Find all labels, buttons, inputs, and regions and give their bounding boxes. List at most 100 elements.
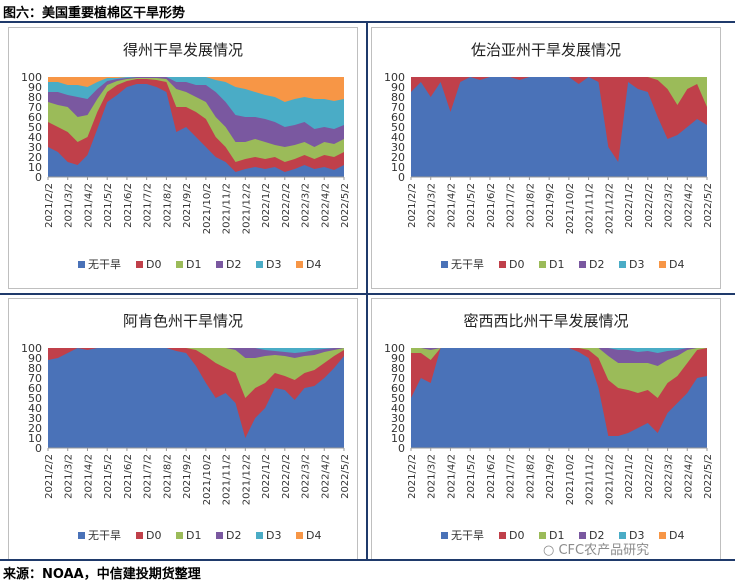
x-tick-label: 2022/3/2 — [301, 183, 312, 228]
x-tick-label: 2022/1/2 — [624, 454, 635, 499]
legend-swatch — [579, 261, 586, 268]
x-tick-label: 2021/10/2 — [565, 183, 576, 234]
x-tick-label: 2022/4/2 — [320, 183, 331, 228]
x-tick-label: 2021/5/2 — [103, 454, 114, 499]
legend-swatch — [176, 261, 183, 268]
x-tick-label: 2021/7/2 — [506, 183, 517, 228]
x-tick-label: 2021/4/2 — [446, 183, 457, 228]
bottom-rule — [0, 559, 735, 561]
legend-label: D1 — [549, 529, 564, 542]
y-tick-label: 100 — [384, 71, 405, 84]
x-tick-label: 2021/10/2 — [202, 454, 213, 505]
y-tick-label: 40 — [391, 131, 405, 144]
x-tick-label: 2022/2/2 — [644, 454, 655, 499]
y-tick-label: 90 — [391, 81, 405, 94]
y-tick-label: 10 — [28, 432, 42, 445]
y-tick-label: 30 — [28, 141, 42, 154]
legend-swatch — [441, 261, 448, 268]
legend-label: D2 — [589, 258, 604, 271]
legend-swatch — [78, 532, 85, 539]
x-tick-label: 2021/7/2 — [506, 454, 517, 499]
y-tick-label: 60 — [391, 111, 405, 124]
x-tick-label: 2022/3/2 — [664, 454, 675, 499]
legend-label: D4 — [669, 258, 684, 271]
y-tick-label: 70 — [391, 101, 405, 114]
y-tick-label: 40 — [391, 402, 405, 415]
x-tick-label: 2022/2/2 — [281, 454, 292, 499]
x-tick-label: 2021/5/2 — [103, 183, 114, 228]
y-tick-label: 80 — [391, 362, 405, 375]
panel-divider-vertical — [366, 23, 368, 559]
x-tick-label: 2021/12/2 — [604, 454, 615, 505]
x-tick-label: 2021/11/2 — [585, 454, 596, 505]
wechat-icon: ○ — [543, 543, 555, 558]
legend-label: D0 — [509, 529, 524, 542]
legend-label: D3 — [266, 258, 281, 271]
y-tick-label: 50 — [391, 392, 405, 405]
y-tick-label: 0 — [35, 171, 42, 184]
x-tick-label: 2021/6/2 — [486, 183, 497, 228]
y-tick-label: 60 — [391, 382, 405, 395]
y-tick-label: 90 — [28, 81, 42, 94]
legend-swatch — [499, 532, 506, 539]
y-tick-label: 90 — [28, 352, 42, 365]
x-tick-label: 2021/6/2 — [123, 183, 134, 228]
x-tick-label: 2022/1/2 — [261, 183, 272, 228]
x-tick-label: 2021/9/2 — [182, 454, 193, 499]
y-tick-label: 80 — [391, 91, 405, 104]
x-tick-label: 2021/11/2 — [222, 454, 233, 505]
legend-label: D0 — [509, 258, 524, 271]
chart-arkansas-drought: 阿肯色州干旱情况 0 10 20 30 40 50 60 70 80 90 100 2021/2/2 20… — [8, 298, 358, 560]
x-tick-label: 2021/6/2 — [486, 454, 497, 499]
legend-label: D4 — [306, 258, 321, 271]
x-tick-label: 2021/9/2 — [545, 183, 556, 228]
legend-label: 无干旱 — [451, 258, 484, 271]
x-tick-label: 2021/2/2 — [44, 183, 55, 228]
x-tick-label: 2022/2/2 — [281, 183, 292, 228]
y-tick-label: 40 — [28, 402, 42, 415]
x-tick-label: 2022/5/2 — [703, 183, 714, 228]
legend-swatch — [256, 532, 263, 539]
legend-label: D3 — [266, 529, 281, 542]
y-tick-label: 80 — [28, 362, 42, 375]
x-tick-label: 2022/3/2 — [664, 183, 675, 228]
x-tick-label: 2021/12/2 — [241, 183, 252, 234]
y-tick-label: 0 — [398, 442, 405, 455]
y-tick-label: 10 — [28, 161, 42, 174]
legend-swatch — [619, 261, 626, 268]
legend-label: D0 — [146, 258, 161, 271]
top-rule — [0, 21, 735, 23]
y-tick-label: 70 — [28, 372, 42, 385]
legend-swatch — [296, 261, 303, 268]
legend-label: 无干旱 — [88, 258, 121, 271]
y-tick-label: 100 — [21, 342, 42, 355]
legend-label: D2 — [226, 529, 241, 542]
y-tick-label: 50 — [28, 121, 42, 134]
y-tick-label: 30 — [391, 412, 405, 425]
x-tick-label: 2022/5/2 — [340, 454, 351, 499]
x-tick-label: 2022/1/2 — [624, 183, 635, 228]
x-tick-label: 2022/4/2 — [683, 454, 694, 499]
legend-label: 无干旱 — [451, 529, 484, 542]
y-tick-label: 0 — [35, 442, 42, 455]
legend-swatch — [539, 532, 546, 539]
watermark-text: CFC农产品研究 — [558, 543, 650, 558]
legend-label: 无干旱 — [88, 529, 121, 542]
x-tick-label: 2021/9/2 — [182, 183, 193, 228]
x-tick-label: 2021/8/2 — [525, 183, 536, 228]
x-tick-label: 2021/7/2 — [143, 454, 154, 499]
x-tick-label: 2022/3/2 — [301, 454, 312, 499]
x-tick-label: 2021/8/2 — [162, 454, 173, 499]
legend-swatch — [499, 261, 506, 268]
y-tick-label: 0 — [398, 171, 405, 184]
x-tick-label: 2022/5/2 — [340, 183, 351, 228]
y-tick-label: 20 — [391, 422, 405, 435]
x-tick-label: 2021/12/2 — [241, 454, 252, 505]
legend-swatch — [659, 532, 666, 539]
y-tick-label: 50 — [391, 121, 405, 134]
legend-swatch — [619, 532, 626, 539]
area-series-none — [48, 348, 344, 448]
y-tick-label: 20 — [28, 151, 42, 164]
